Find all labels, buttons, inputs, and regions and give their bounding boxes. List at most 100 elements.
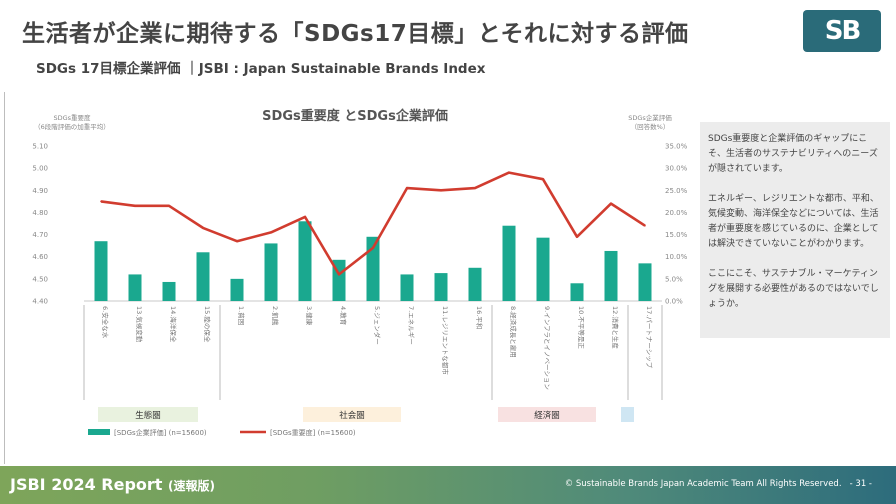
- bar: [570, 283, 584, 301]
- sdgs-chart: SDGs重要度 とSDGs企業評価 SDGs重要度（6段階評価の加重平均）SDG…: [32, 108, 687, 437]
- commentary-paragraph: SDGs重要度と企業評価のギャップにこそ、生活者のサステナビリティへのニーズが隠…: [708, 134, 878, 174]
- x-category-label: 17.パートナーシップ: [645, 306, 653, 369]
- x-category-label: 2.飢餓: [271, 306, 280, 326]
- line-point: [270, 231, 272, 234]
- report-title: JSBI 2024 Report (速報版): [10, 475, 215, 494]
- group-label-box: [621, 407, 634, 422]
- x-category-label: 7.エネルギー: [407, 306, 415, 345]
- x-category-label: 6.安全な水: [101, 306, 110, 339]
- x-category-label: 16.平和: [475, 306, 484, 329]
- y-tick-right: 30.0%: [665, 165, 688, 173]
- y-tick-left: 4.40: [32, 298, 48, 306]
- bar: [162, 281, 176, 301]
- bar: [638, 263, 652, 301]
- chart-legend: [SDGs企業評価] (n=15600) [SDGs重要度] (n=15600): [88, 428, 356, 437]
- group-label: 経済圏: [534, 410, 560, 421]
- legend-bar-swatch: [88, 429, 110, 435]
- group-label-box: [303, 407, 401, 422]
- logo-text: SB: [824, 16, 862, 46]
- line-point: [576, 235, 578, 238]
- left-divider: [4, 92, 5, 464]
- bar: [264, 243, 278, 301]
- x-category-label: 4.教育: [339, 306, 348, 326]
- category-labels: 6.安全な水 13.気候変動 14.海洋保全 15.陸の保全 1.貧困 2.飢餓 3.健康 4…: [101, 306, 653, 390]
- group-labels: 生態圏 社会圏 経済圏: [83, 305, 663, 422]
- line-point: [610, 202, 612, 205]
- y-axis-left-title: （6段階評価の加重平均）: [34, 122, 110, 131]
- commentary-paragraph: エネルギー、レジリエントな都市、平和、気候変動、海洋保全などについては、生活者が…: [708, 194, 879, 249]
- bar: [604, 250, 618, 301]
- bar: [366, 236, 380, 301]
- bar: [468, 267, 482, 301]
- x-category-label: 13.気候変動: [135, 306, 144, 343]
- line-point: [440, 189, 442, 192]
- y-tick-right: 10.0%: [665, 253, 688, 261]
- line-point: [168, 204, 170, 207]
- x-category-label: 3.健康: [305, 306, 314, 326]
- y-axis-right-title: SDGs企業評価: [628, 113, 672, 122]
- bar: [128, 274, 142, 301]
- line-point: [338, 273, 340, 276]
- report-name: JSBI 2024 Report: [10, 475, 163, 494]
- page-number: - 31 -: [849, 479, 872, 489]
- page-subtitle: SDGs 17目標企業評価 ｜JSBI : Japan Sustainable …: [36, 61, 486, 77]
- line-point: [542, 178, 544, 181]
- sb-logo: SB: [803, 10, 881, 52]
- bar: [400, 274, 414, 301]
- line-point: [304, 216, 306, 218]
- legend-bar-label: [SDGs企業評価] (n=15600): [114, 428, 207, 437]
- y-axis-right-title: （回答数%）: [631, 122, 670, 131]
- x-category-label: 5.ジェンダー: [373, 306, 382, 345]
- bar: [196, 252, 210, 301]
- bar: [502, 225, 516, 301]
- x-category-label: 12.消費と生産: [611, 306, 620, 349]
- group-label-box: [98, 407, 198, 422]
- x-category-label: 10.不平等是正: [577, 306, 586, 349]
- report-suffix: (速報版): [168, 479, 216, 493]
- y-tick-right: 25.0%: [665, 187, 688, 195]
- y-tick-left: 5.10: [32, 143, 48, 151]
- y-tick-right: 15.0%: [665, 231, 688, 239]
- y-tick-left: 4.80: [32, 209, 48, 217]
- y-tick-left: 4.70: [32, 231, 48, 239]
- x-category-label: 1.貧困: [237, 306, 246, 325]
- commentary-box: SDGs重要度と企業評価のギャップにこそ、生活者のサステナビリティへのニーズが隠…: [700, 122, 890, 338]
- line-series: [100, 171, 646, 276]
- y-tick-right: 0.0%: [665, 298, 683, 306]
- y-tick-left: 4.90: [32, 187, 48, 195]
- bar: [94, 241, 108, 301]
- line-point: [100, 200, 102, 203]
- line-point: [644, 224, 646, 227]
- bar: [230, 278, 244, 301]
- copyright: © Sustainable Brands Japan Academic Team…: [564, 479, 842, 489]
- group-label: 生態圏: [135, 410, 161, 421]
- line-point: [474, 187, 476, 189]
- y-tick-left: 4.50: [32, 275, 48, 283]
- line-point: [236, 240, 238, 243]
- y-tick-right: 20.0%: [665, 209, 688, 217]
- page-title: 生活者が企業に期待する「SDGs17目標」とそれに対する評価: [22, 21, 689, 47]
- x-category-label: 8.経済成長と雇用: [509, 306, 518, 358]
- line-point: [406, 187, 408, 189]
- line-point: [372, 247, 374, 249]
- x-category-label: 15.陸の保全: [203, 306, 212, 343]
- copyright-and-page: © Sustainable Brands Japan Academic Team…: [565, 479, 872, 489]
- chart-axes: SDGs重要度（6段階評価の加重平均） SDGs企業評価（回答数%） 5.10 5.0…: [32, 113, 687, 306]
- commentary-paragraph: ここにこそ、サステナブル・マーケティングを展開する必要性があるのではないでしょう…: [708, 269, 879, 309]
- bar: [536, 237, 550, 301]
- y-tick-left: 4.60: [32, 253, 48, 261]
- x-category-label: 14.海洋保全: [169, 306, 178, 343]
- chart-title: SDGs重要度 とSDGs企業評価: [262, 108, 448, 124]
- y-tick-left: 5.00: [32, 165, 48, 173]
- x-category-label: 9.インフラとイノベーション: [543, 306, 551, 390]
- bar-series: [94, 221, 652, 301]
- y-tick-right: 35.0%: [665, 143, 688, 151]
- line-point: [134, 204, 136, 207]
- y-axis-left-title: SDGs重要度: [53, 113, 91, 122]
- bar: [298, 221, 312, 301]
- group-label-box: [498, 407, 596, 422]
- x-category-label: 11.レジリエントな都市: [441, 306, 450, 375]
- line-point: [508, 171, 510, 174]
- y-tick-right: 5.0%: [665, 275, 683, 283]
- bar: [434, 273, 448, 301]
